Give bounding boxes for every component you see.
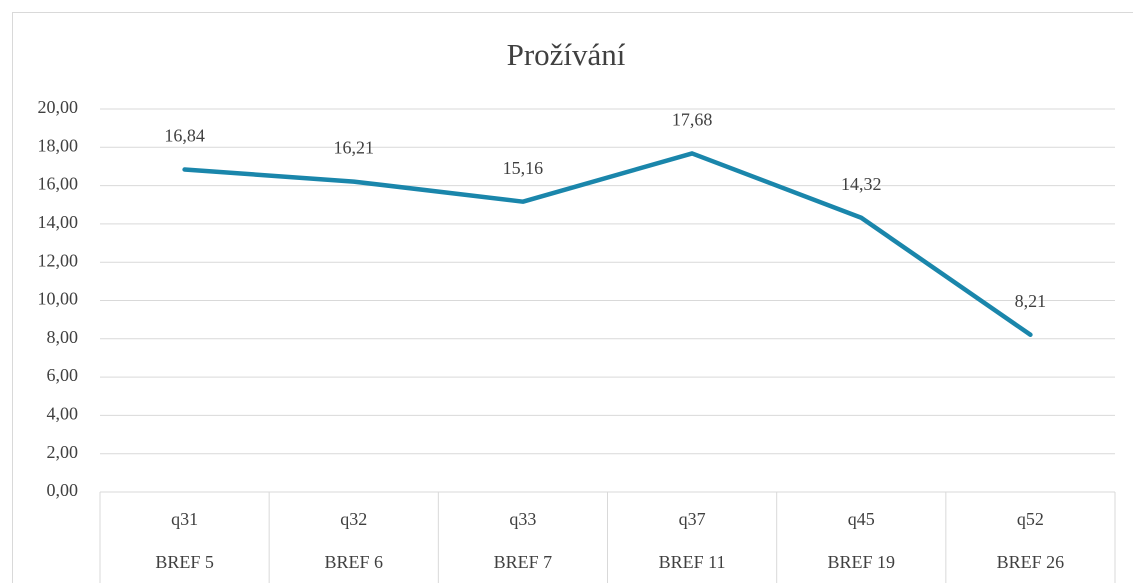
y-tick-label: 8,00 (47, 327, 79, 347)
y-tick-label: 20,00 (38, 97, 79, 117)
x-group-label: BREF 26 (997, 552, 1065, 572)
y-tick-label: 4,00 (47, 404, 79, 424)
x-tick-label: q31 (171, 509, 198, 529)
x-tick-label: q52 (1017, 509, 1044, 529)
y-tick-label: 6,00 (47, 365, 79, 385)
chart-title: Prožívání (507, 37, 626, 72)
data-label: 16,84 (164, 126, 205, 146)
x-tick-label: q45 (848, 509, 875, 529)
x-tick-label: q32 (340, 509, 367, 529)
data-label: 17,68 (672, 110, 713, 130)
x-tick-label: q37 (679, 509, 706, 529)
y-tick-label: 16,00 (38, 174, 79, 194)
y-tick-label: 0,00 (47, 480, 79, 500)
y-tick-label: 18,00 (38, 135, 79, 155)
y-tick-label: 2,00 (47, 442, 79, 462)
x-group-label: BREF 5 (155, 552, 214, 572)
x-group-label: BREF 19 (827, 552, 895, 572)
data-label: 8,21 (1015, 291, 1047, 311)
data-label: 16,21 (334, 138, 375, 158)
line (182, 151, 1033, 338)
x-group-label: BREF 7 (494, 552, 553, 572)
x-tick-label: q33 (509, 509, 536, 529)
y-tick-label: 10,00 (38, 289, 79, 309)
data-label: 15,16 (503, 158, 544, 178)
y-tick-label: 12,00 (38, 250, 79, 270)
y-tick-label: 14,00 (38, 212, 79, 232)
x-group-label: BREF 11 (659, 552, 726, 572)
data-label: 14,32 (841, 174, 882, 194)
x-group-label: BREF 6 (324, 552, 383, 572)
chart-border (12, 12, 1133, 583)
